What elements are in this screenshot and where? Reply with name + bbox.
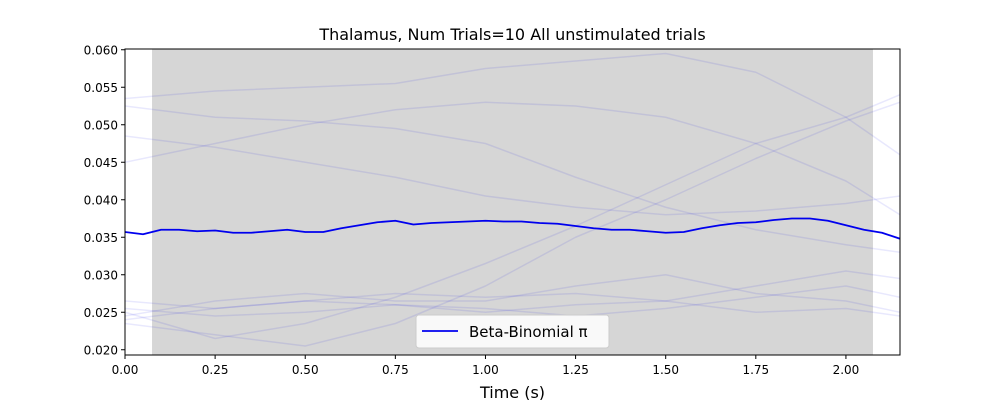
- x-tick-label: 0.25: [202, 363, 229, 377]
- x-tick-label: 2.00: [833, 363, 860, 377]
- chart-title: Thalamus, Num Trials=10 All unstimulated…: [318, 25, 705, 44]
- series-line-trial-8: [125, 274, 900, 317]
- series-line-trial-3: [125, 101, 900, 216]
- series-line-trial-1: [125, 105, 900, 253]
- legend-label: Beta-Binomial π: [469, 323, 588, 341]
- y-tick-label: 0.045: [84, 156, 118, 170]
- y-tick-label: 0.025: [84, 306, 118, 320]
- y-tick-label: 0.020: [84, 343, 118, 357]
- x-tick-label: 0.50: [292, 363, 319, 377]
- series-line-trial-7: [125, 292, 900, 321]
- series-line-trial-10: [125, 270, 900, 313]
- x-axis-label: Time (s): [479, 383, 545, 400]
- x-tick-label: 1.00: [472, 363, 499, 377]
- shaded-region: [152, 49, 873, 355]
- series-line-trial-5: [125, 94, 900, 340]
- x-tick-label: 1.75: [742, 363, 769, 377]
- series-line-main: [125, 217, 900, 240]
- y-tick-label: 0.030: [84, 268, 118, 282]
- y-tick-label: 0.050: [84, 118, 118, 132]
- series-line-trial-2: [125, 52, 900, 156]
- x-tick-label: 1.25: [562, 363, 589, 377]
- y-tick-label: 0.040: [84, 193, 118, 207]
- series-line-trial-4: [125, 135, 900, 216]
- axes-frame: [124, 48, 901, 356]
- series-line-trial-6: [125, 101, 900, 347]
- y-tick-label: 0.055: [84, 81, 118, 95]
- x-tick-label: 1.50: [652, 363, 679, 377]
- x-tick-label: 0.75: [382, 363, 409, 377]
- y-tick-label: 0.060: [84, 43, 118, 57]
- x-tick-label: 0.00: [112, 363, 139, 377]
- legend-box: [415, 314, 610, 349]
- y-tick-label: 0.035: [84, 231, 118, 245]
- series-line-trial-9: [125, 285, 900, 317]
- legend: Beta-Binomial π: [415, 314, 610, 349]
